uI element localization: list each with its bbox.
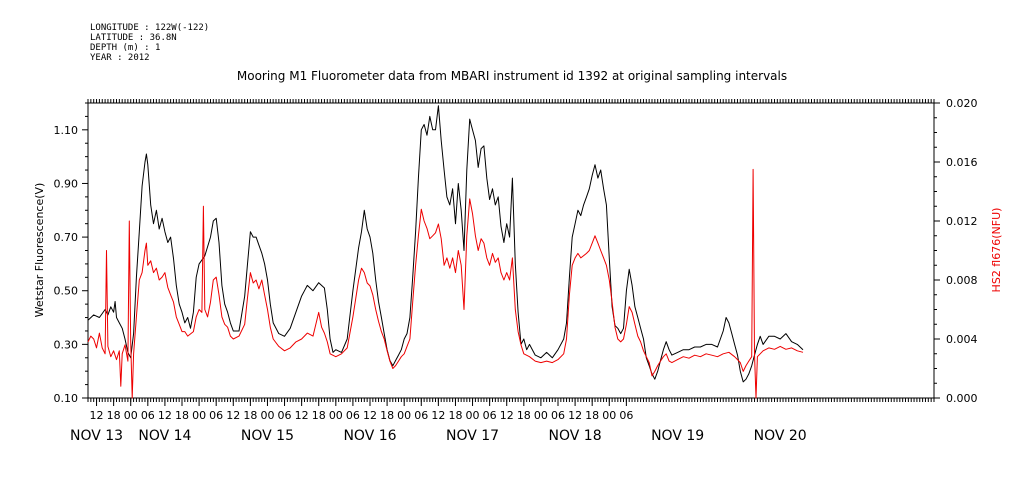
x-tick-label: 06 — [346, 409, 360, 422]
x-tick-label: 06 — [619, 409, 633, 422]
x-tick-label: 00 — [329, 409, 343, 422]
x-tick-label: 18 — [585, 409, 599, 422]
y2-tick-label: 0.004 — [946, 333, 978, 346]
x-tick-label: 00 — [124, 409, 138, 422]
y-axis-title: Wetstar Fluorescence(V) — [33, 183, 46, 318]
x-date-label: NOV 20 — [754, 428, 807, 444]
y2-tick-label: 0.020 — [946, 97, 978, 110]
x-date-label: NOV 15 — [241, 428, 294, 444]
y2-axis-title: HS2 fl676(NFU) — [990, 208, 1003, 293]
x-date-label: NOV 16 — [343, 428, 396, 444]
meta-depth: DEPTH (m) : 1 — [90, 43, 160, 53]
plot-frame — [87, 102, 935, 399]
metadata-block: LONGITUDE : 122W(-122) LATITUDE : 36.8N … — [90, 23, 209, 63]
x-axis: 12 18 00 06 12 18 00 06 12 18 00 06 12 18 00 06 12 18 00 06… — [70, 398, 807, 444]
y2-tick-label: 0.016 — [946, 156, 978, 169]
chart-title: Mooring M1 Fluorometer data from MBARI i… — [237, 69, 787, 83]
minor-tick-marks — [87, 99, 935, 402]
x-tick-label: 00 — [534, 409, 548, 422]
y2-tick-label: 0.000 — [946, 392, 978, 405]
x-tick-label: 18 — [243, 409, 257, 422]
series-hs2-line — [87, 168, 804, 399]
x-tick-label: 18 — [448, 409, 462, 422]
x-tick-label: 06 — [483, 409, 497, 422]
x-tick-label: 00 — [260, 409, 274, 422]
x-tick-label: 12 — [226, 409, 240, 422]
x-tick-label: 06 — [209, 409, 223, 422]
meta-year: YEAR : 2012 — [90, 53, 150, 63]
x-date-label: NOV 18 — [549, 428, 602, 444]
x-tick-label: 06 — [141, 409, 155, 422]
y-tick-label: 0.10 — [54, 392, 79, 405]
x-date-label: NOV 17 — [446, 428, 499, 444]
meta-longitude: LONGITUDE : 122W(-122) — [90, 23, 209, 33]
x-tick-label: 18 — [380, 409, 394, 422]
y-tick-label: 0.50 — [54, 285, 79, 298]
series-layer — [87, 105, 804, 399]
x-tick-label: 00 — [192, 409, 206, 422]
x-date-label: NOV 13 — [70, 428, 123, 444]
x-tick-label: 12 — [568, 409, 582, 422]
x-date-label: NOV 19 — [651, 428, 704, 444]
x-date-label: NOV 14 — [138, 428, 191, 444]
y-tick-label: 1.10 — [54, 124, 79, 137]
right-y-axis: 0.000 0.004 0.008 0.012 0.016 0.020 — [934, 97, 978, 405]
x-tick-label: 00 — [602, 409, 616, 422]
y-tick-label: 0.30 — [54, 338, 79, 351]
y-tick-label: 0.90 — [54, 177, 79, 190]
x-tick-label: 12 — [90, 409, 104, 422]
x-tick-label: 06 — [414, 409, 428, 422]
x-tick-label: 06 — [278, 409, 292, 422]
x-tick-label: 00 — [466, 409, 480, 422]
x-tick-label: 12 — [500, 409, 514, 422]
x-tick-label: 12 — [158, 409, 172, 422]
y2-tick-label: 0.008 — [946, 274, 978, 287]
x-tick-label: 18 — [107, 409, 121, 422]
x-tick-label: 12 — [363, 409, 377, 422]
left-y-axis: 0.10 0.30 0.50 0.70 0.90 1.10 — [54, 102, 88, 405]
x-tick-label: 18 — [517, 409, 531, 422]
x-tick-label: 18 — [312, 409, 326, 422]
y-tick-label: 0.70 — [54, 231, 79, 244]
x-tick-label: 06 — [551, 409, 565, 422]
y2-tick-label: 0.012 — [946, 215, 978, 228]
x-tick-label: 18 — [175, 409, 189, 422]
series-wetstar-line — [87, 105, 804, 383]
x-tick-label: 00 — [397, 409, 411, 422]
x-tick-label: 12 — [295, 409, 309, 422]
meta-latitude: LATITUDE : 36.8N — [90, 33, 177, 43]
x-tick-label: 12 — [431, 409, 445, 422]
